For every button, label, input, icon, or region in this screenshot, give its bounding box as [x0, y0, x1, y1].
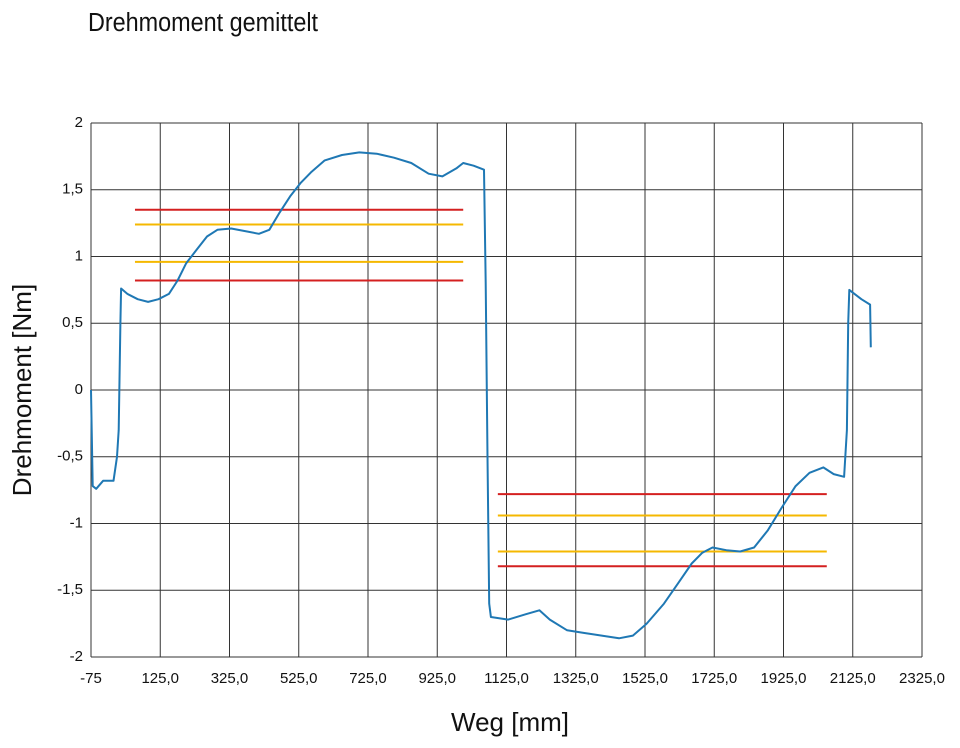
x-tick-label: -75 — [80, 670, 102, 687]
y-tick-label: -0,5 — [57, 448, 83, 465]
x-tick-label: 1925,0 — [761, 670, 807, 687]
y-axis-label: Drehmoment [Nm] — [7, 284, 37, 496]
x-tick-label: 2125,0 — [830, 670, 876, 687]
y-tick-label: -1 — [70, 514, 83, 531]
x-tick-label: 1125,0 — [484, 670, 529, 687]
x-tick-label: 125,0 — [141, 670, 179, 687]
x-axis-label: Weg [mm] — [451, 707, 569, 737]
y-tick-label: 2 — [75, 114, 83, 131]
x-tick-label: 725,0 — [349, 670, 387, 687]
y-tick-label: 1,5 — [62, 181, 83, 198]
x-tick-label: 2325,0 — [899, 670, 945, 687]
y-tick-label: 0 — [75, 381, 83, 398]
x-tick-label: 1525,0 — [622, 670, 668, 687]
x-tick-label: 1325,0 — [553, 670, 599, 687]
x-tick-label: 1725,0 — [691, 670, 737, 687]
x-tick-label: 325,0 — [211, 670, 249, 687]
y-tick-label: 1 — [75, 247, 83, 264]
x-tick-label: 525,0 — [280, 670, 318, 687]
chart-title: Drehmoment gemittelt — [88, 9, 318, 37]
x-tick-label: 925,0 — [418, 670, 456, 687]
y-tick-label: 0,5 — [62, 314, 83, 331]
y-tick-label: -2 — [70, 648, 83, 665]
data-line — [90, 151, 872, 640]
y-tick-label: -1,5 — [57, 581, 83, 598]
